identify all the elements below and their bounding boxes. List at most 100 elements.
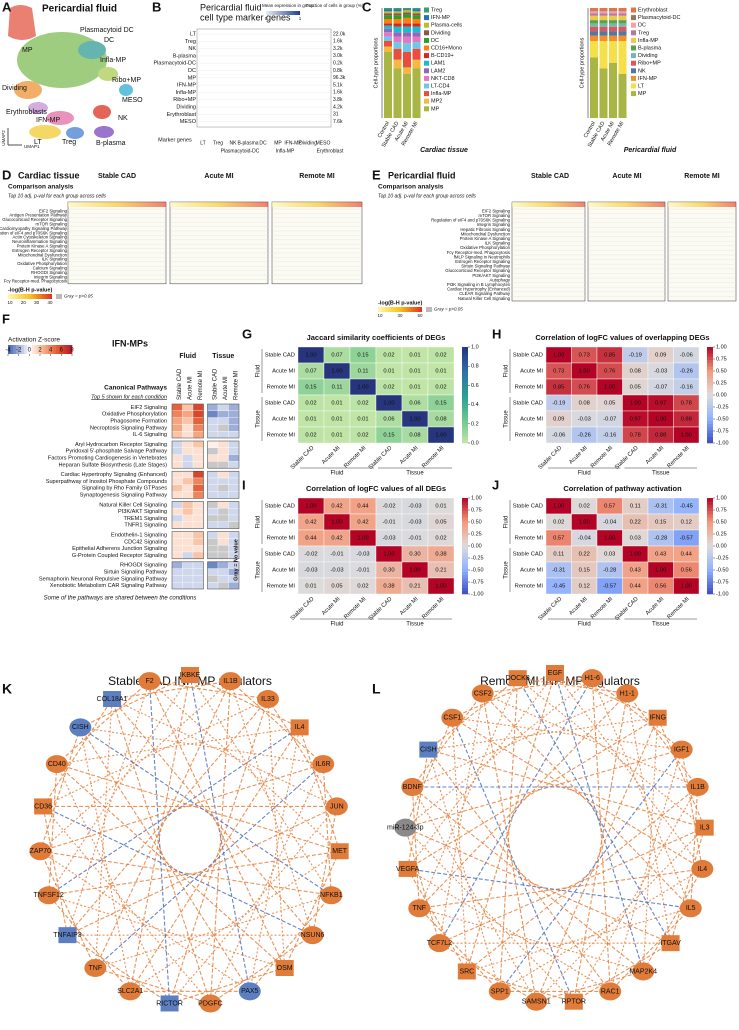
heatmap-block bbox=[169, 201, 269, 285]
cell-label: 0.02 bbox=[553, 520, 564, 526]
cell-label: 0.15 bbox=[305, 385, 316, 391]
colorbar-step bbox=[707, 507, 713, 512]
edge bbox=[111, 680, 231, 700]
cell-label: 1.00 bbox=[409, 568, 420, 574]
colorbar-step bbox=[707, 549, 713, 553]
cell-label: -0.06 bbox=[680, 353, 693, 359]
bar-segment bbox=[599, 35, 608, 41]
bar-segment bbox=[618, 10, 627, 12]
network-node bbox=[546, 665, 564, 681]
edge bbox=[40, 763, 324, 852]
colorbar-step bbox=[50, 345, 54, 354]
legend-swatch bbox=[631, 15, 636, 21]
pathway-label: Oxidative Phosphorylation bbox=[460, 245, 511, 250]
colorbar-step bbox=[462, 388, 468, 393]
legend-swatch bbox=[631, 22, 636, 28]
colorbar-step bbox=[707, 427, 713, 431]
bar-segment bbox=[384, 13, 392, 16]
colorbar-tick-label: 0.6 bbox=[471, 383, 479, 389]
colorbar-tick-label: 8 bbox=[70, 348, 74, 354]
colorbar-step bbox=[462, 504, 468, 508]
row-label: Stable CAD bbox=[265, 353, 295, 359]
column-label: Remote MI bbox=[666, 445, 691, 470]
cell bbox=[182, 410, 194, 418]
cell bbox=[217, 561, 229, 569]
cell-label: -0.06 bbox=[552, 433, 565, 439]
colorbar-step bbox=[37, 345, 41, 354]
cell-label: 0.06 bbox=[409, 401, 420, 407]
bar-segment bbox=[618, 13, 627, 16]
edge bbox=[129, 850, 340, 992]
edge bbox=[48, 764, 58, 896]
column-group-label: Fluid bbox=[330, 471, 343, 477]
cell bbox=[182, 545, 194, 553]
cell-count: 31 bbox=[333, 112, 339, 118]
colorbar-step bbox=[462, 436, 468, 441]
legend-label: DC bbox=[638, 23, 646, 29]
node-label: RAC1 bbox=[601, 988, 620, 995]
legend-swatch bbox=[424, 15, 429, 21]
cell-label: -0.07 bbox=[603, 417, 616, 423]
edge bbox=[111, 698, 211, 1004]
bar-segment bbox=[599, 41, 608, 69]
cell-label: 1.00 bbox=[331, 369, 342, 375]
colorbar-tick-label: 0.8 bbox=[471, 364, 479, 370]
no-value-cell bbox=[217, 484, 229, 492]
edge bbox=[535, 827, 706, 1003]
panel-title: Cardiac tissue bbox=[18, 170, 80, 180]
bar-segment bbox=[590, 20, 598, 24]
edge bbox=[411, 693, 484, 788]
colorbar-tick-label: 0.50 bbox=[716, 519, 727, 525]
cell bbox=[182, 551, 194, 559]
cell-label: 0.38 bbox=[435, 552, 446, 558]
edge bbox=[48, 850, 340, 896]
gene-group: Erythroblast bbox=[317, 148, 344, 154]
colorbar-step bbox=[707, 350, 713, 354]
cell-label: -0.01 bbox=[330, 552, 343, 558]
cell bbox=[207, 410, 219, 418]
legend-swatch bbox=[631, 37, 636, 43]
edge bbox=[149, 680, 269, 700]
column-label: Remote MI bbox=[590, 445, 615, 470]
row-label: Stable CAD bbox=[265, 552, 295, 558]
network-node bbox=[599, 982, 622, 1001]
gene-group: Infla-MP bbox=[276, 148, 295, 154]
cell-label: 1.00 bbox=[630, 401, 641, 407]
bar-segment bbox=[599, 10, 608, 12]
legend-label: LT-CD4 bbox=[431, 83, 450, 89]
row-label: Plasmacytoid-DC bbox=[154, 61, 197, 67]
analysis-title: Comparison analysis bbox=[8, 184, 74, 191]
bar-segment bbox=[609, 10, 617, 12]
colorbar-step bbox=[707, 388, 713, 393]
bar-segment bbox=[412, 26, 421, 33]
edge bbox=[573, 786, 699, 1002]
cell bbox=[171, 568, 183, 576]
footnote: Some of the pathways are shared between … bbox=[44, 596, 197, 602]
row-label: Synaptogenesis Signaling Pathway bbox=[80, 492, 168, 498]
cell-label: 0.43 bbox=[630, 568, 641, 574]
edge bbox=[67, 805, 338, 936]
bar-segment bbox=[618, 8, 627, 11]
y-axis-label: Cell-type proportions bbox=[373, 37, 379, 88]
cell-label: 0.78 bbox=[681, 401, 692, 407]
legend-swatch bbox=[424, 53, 429, 59]
legend-gray: Gray = No value bbox=[233, 539, 239, 581]
edge bbox=[591, 678, 611, 992]
colorbar-step bbox=[707, 414, 713, 418]
subtitle: Canonical Pathways bbox=[104, 385, 167, 392]
bar-segment bbox=[412, 9, 421, 12]
bar-segment bbox=[393, 13, 402, 16]
colorbar-tick-label: -0.50 bbox=[471, 567, 484, 573]
legend-swatch bbox=[631, 45, 636, 51]
cell-label: 0.02 bbox=[357, 401, 368, 407]
pathway-label: PI3K Signaling in B Lymphocytes bbox=[447, 282, 510, 287]
bar-segment bbox=[403, 17, 411, 24]
legend-label: Infla-MP bbox=[431, 91, 452, 97]
edge bbox=[189, 674, 300, 728]
column-group-label: Tissue bbox=[652, 471, 670, 477]
colorbar-step bbox=[707, 587, 713, 592]
bar-segment bbox=[590, 23, 598, 27]
network-node bbox=[648, 709, 667, 726]
cell-label: 0.44 bbox=[305, 536, 317, 542]
edge bbox=[79, 727, 131, 992]
